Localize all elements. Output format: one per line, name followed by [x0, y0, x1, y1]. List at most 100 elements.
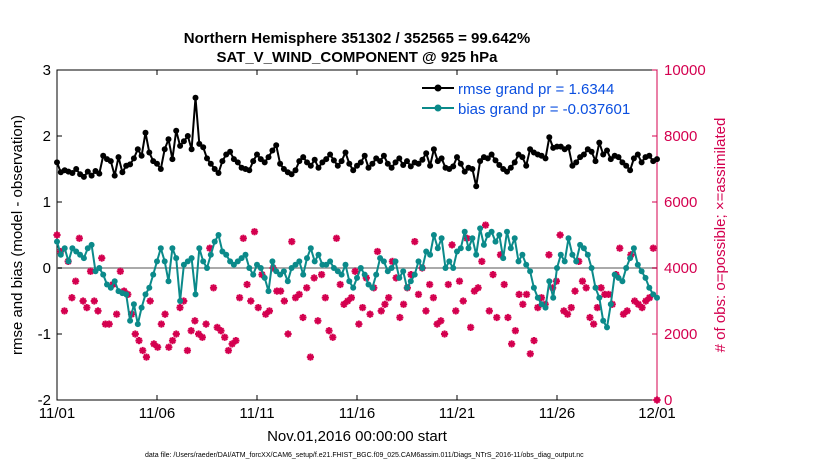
legend-bias-label: bias grand pr = -0.037601	[458, 101, 630, 118]
count-marker-stroke	[653, 396, 661, 404]
rmse-point	[623, 162, 630, 169]
count-marker	[373, 247, 382, 256]
bias-point	[307, 245, 314, 252]
bias-point	[623, 265, 630, 271]
rmse-point	[296, 158, 303, 165]
bias-point	[73, 248, 80, 255]
bias-point	[480, 241, 487, 248]
legend-rmse-label: rmse grand pr = 1.6344	[458, 81, 614, 98]
rmse-point	[423, 150, 430, 157]
count-marker-stroke	[579, 277, 586, 285]
rmse-point	[454, 154, 460, 161]
bias-point	[200, 258, 207, 265]
bias-point	[150, 271, 157, 278]
count-marker-stroke	[232, 337, 240, 344]
bias-point	[357, 265, 364, 271]
rmse-point	[615, 154, 622, 161]
count-marker-stroke	[430, 294, 437, 301]
count-marker-stroke	[556, 231, 564, 239]
bias-point	[630, 245, 637, 252]
count-marker	[604, 290, 613, 298]
y-tick-label: 3	[43, 62, 51, 79]
count-marker-stroke	[90, 297, 98, 305]
bias-point	[538, 301, 545, 308]
rmse-point	[377, 158, 384, 165]
bias-point	[542, 304, 549, 311]
bias-point	[488, 228, 495, 235]
count-marker	[131, 330, 139, 338]
bias-point	[61, 245, 68, 252]
count-marker-stroke	[586, 314, 594, 321]
rmse-point	[177, 142, 184, 149]
count-marker-stroke	[213, 324, 221, 331]
rmse-point	[357, 159, 364, 166]
rmse-point	[246, 167, 253, 174]
count-marker	[649, 244, 657, 252]
count-marker-stroke	[225, 347, 232, 354]
count-marker-stroke	[456, 277, 463, 285]
count-marker	[310, 274, 318, 282]
rmse-point	[365, 164, 372, 171]
rmse-point	[638, 159, 645, 166]
rmse-point	[161, 146, 168, 153]
bias-point	[169, 245, 176, 252]
count-marker-stroke	[567, 304, 575, 311]
count-marker-stroke	[83, 304, 91, 311]
count-marker-stroke	[187, 327, 195, 334]
count-marker-stroke	[359, 304, 366, 311]
bias-point	[100, 271, 107, 278]
rmse-point	[192, 94, 199, 101]
bias-point	[107, 284, 114, 291]
rmse-point	[219, 158, 226, 165]
count-marker	[247, 297, 255, 305]
bias-point	[584, 251, 591, 258]
count-marker-stroke	[131, 330, 139, 338]
count-marker-stroke	[202, 320, 210, 328]
count-marker-stroke	[500, 281, 508, 288]
bias-point	[565, 235, 572, 242]
count-marker	[142, 353, 151, 361]
count-marker-stroke	[348, 294, 355, 301]
count-marker	[284, 330, 292, 338]
count-marker	[411, 238, 419, 246]
bias-point	[450, 265, 457, 271]
count-marker-stroke	[493, 314, 501, 321]
count-marker-stroke	[329, 334, 337, 341]
rmse-point	[80, 173, 87, 180]
rmse-point	[388, 164, 395, 171]
count-marker-stroke	[411, 238, 419, 245]
count-marker	[113, 310, 121, 318]
count-marker-stroke	[169, 337, 176, 344]
bias-point	[188, 255, 195, 262]
count-marker-stroke	[377, 307, 385, 315]
rmse-point	[404, 158, 410, 165]
count-marker	[396, 313, 404, 322]
rmse-point	[111, 172, 118, 179]
count-marker	[642, 297, 650, 305]
legend-rmse-marker	[434, 84, 442, 92]
count-marker-stroke	[53, 231, 61, 239]
x-tick-label: 11/11	[239, 405, 274, 422]
count-marker-stroke	[474, 284, 482, 292]
count-marker-stroke	[150, 340, 158, 348]
bias-point	[627, 255, 634, 262]
rmse-point	[250, 158, 257, 165]
count-marker	[314, 317, 322, 325]
count-marker	[493, 313, 501, 322]
count-marker	[288, 238, 296, 246]
count-marker-stroke	[325, 327, 333, 334]
rmse-point	[565, 144, 572, 151]
bias-point	[554, 265, 560, 271]
bias-point	[396, 274, 403, 281]
bias-point	[134, 321, 141, 328]
count-marker-stroke	[597, 284, 605, 292]
count-marker-stroke	[400, 301, 407, 308]
bias-point	[519, 251, 526, 258]
count-marker	[399, 300, 408, 308]
count-marker	[586, 313, 594, 322]
count-marker-stroke	[515, 291, 523, 298]
y2-tick-label: 0	[664, 392, 672, 409]
count-marker-stroke	[530, 337, 538, 344]
count-marker	[325, 327, 333, 335]
count-marker	[83, 304, 91, 312]
